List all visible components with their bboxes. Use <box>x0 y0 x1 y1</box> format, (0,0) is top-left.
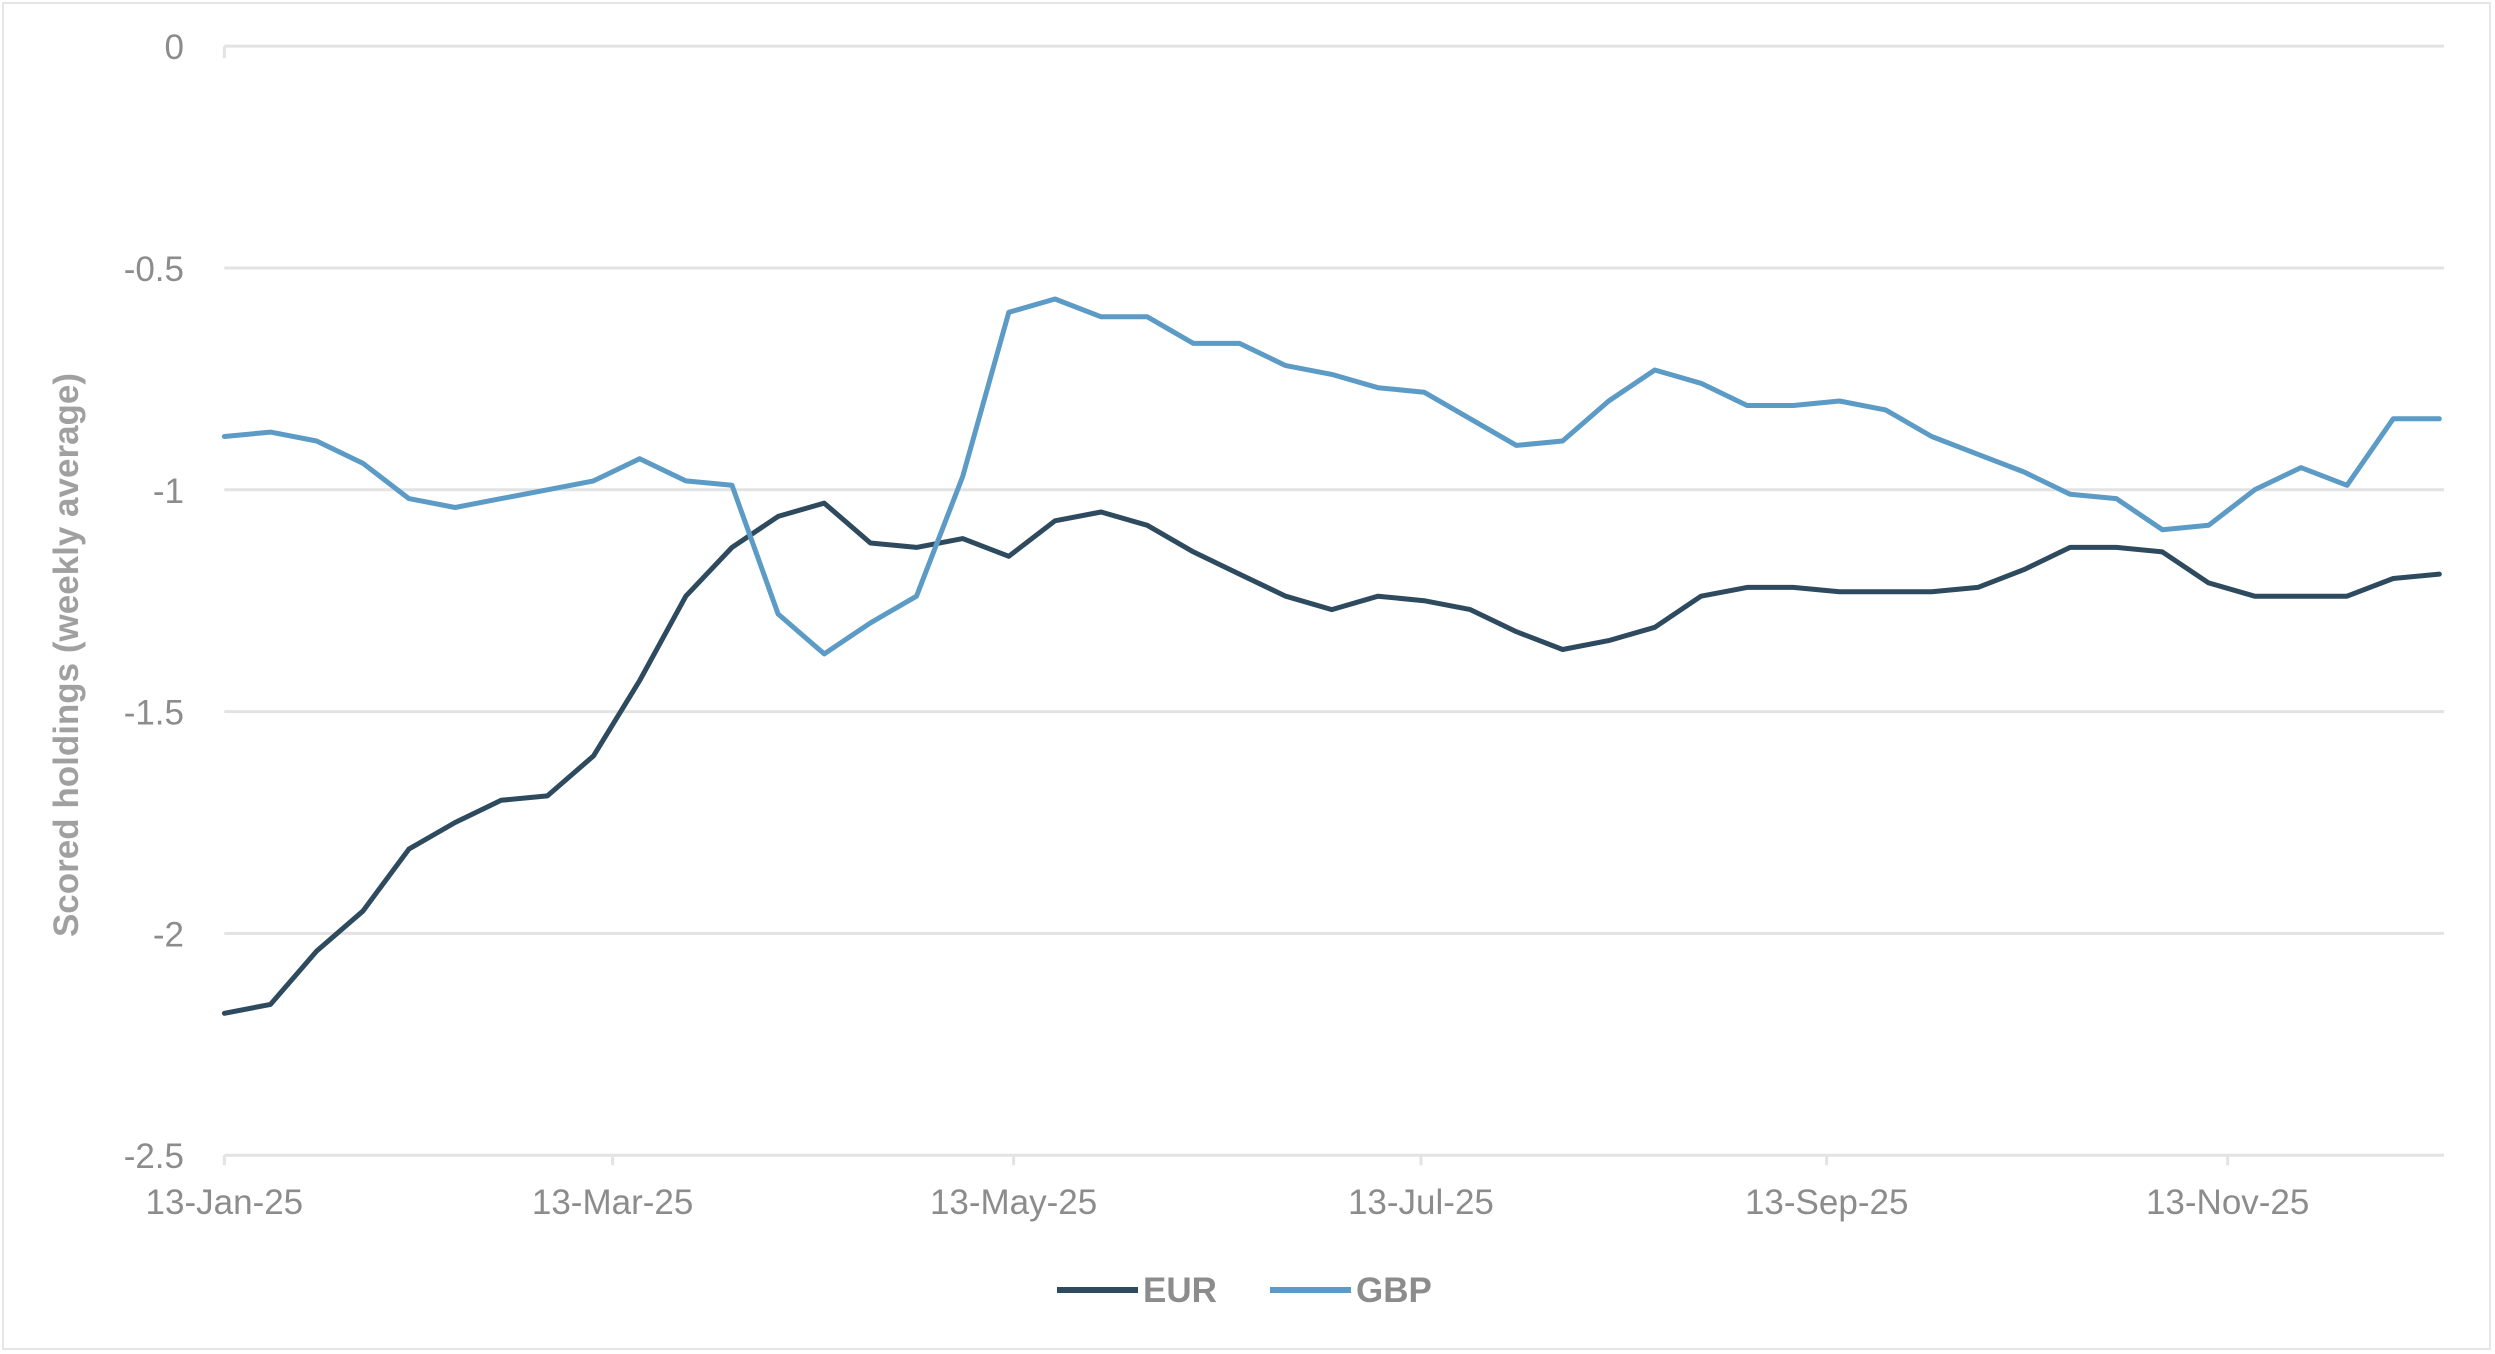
series-line-gbp <box>221 296 2442 657</box>
x-axis-ticks: 13-Jan-25 13-Mar-25 13-May-25 13-Jul-25 13-S… <box>146 1183 2310 1222</box>
x-tick-label: 13-Jul-25 <box>1348 1183 1494 1222</box>
y-tick-label: -0.5 <box>124 250 184 289</box>
legend-gbp-label: GBP <box>1356 1271 1432 1310</box>
y-axis-label: Scored holdings (weekly average) <box>47 373 86 937</box>
y-axis-ticks: 0 -0.5 -1 -1.5 -2 -2.5 <box>124 28 184 1176</box>
legend-eur-label: EUR <box>1143 1271 1217 1310</box>
y-tick-label: 0 <box>165 28 184 67</box>
x-tick-label: 13-May-25 <box>930 1183 1097 1222</box>
series-line-eur <box>221 500 2442 1016</box>
gridlines <box>222 44 2445 1166</box>
y-tick-label: -1.5 <box>124 694 184 733</box>
legend: EUR GBP <box>1057 1271 1432 1310</box>
x-tick-label: 13-Sep-25 <box>1745 1183 1908 1222</box>
series-lines <box>221 296 2442 1016</box>
x-tick-label: 13-Jan-25 <box>146 1183 304 1222</box>
y-tick-label: -2.5 <box>124 1137 184 1176</box>
y-tick-label: -1 <box>153 472 184 511</box>
x-tick-label: 13-Mar-25 <box>532 1183 693 1222</box>
x-tick-label: 13-Nov-25 <box>2146 1183 2309 1222</box>
y-tick-label: -2 <box>153 915 184 954</box>
